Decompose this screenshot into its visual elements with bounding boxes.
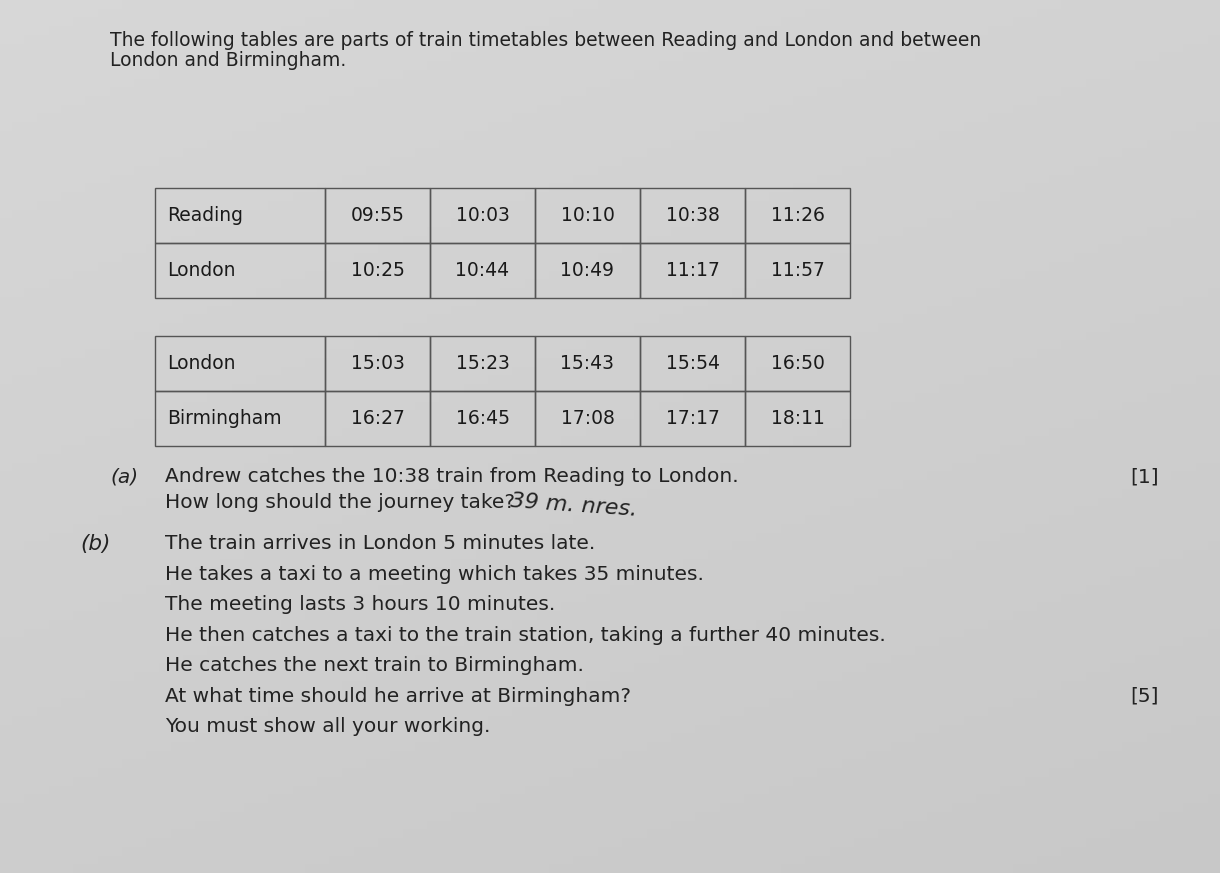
- Bar: [325, 391, 429, 446]
- Bar: [155, 243, 325, 298]
- Text: 10:49: 10:49: [560, 261, 615, 279]
- Bar: [536, 391, 641, 446]
- Text: Reading: Reading: [167, 206, 243, 224]
- Bar: [745, 243, 850, 298]
- Text: 16:45: 16:45: [455, 409, 510, 428]
- Text: Birmingham: Birmingham: [167, 409, 282, 428]
- Text: 18:11: 18:11: [771, 409, 825, 428]
- Text: London and Birmingham.: London and Birmingham.: [110, 51, 346, 70]
- Bar: [640, 243, 745, 298]
- Bar: [429, 188, 536, 243]
- Text: [1]: [1]: [1130, 467, 1159, 486]
- Text: 39 m. nres.: 39 m. nres.: [510, 491, 638, 520]
- Text: London: London: [167, 261, 235, 279]
- Text: 11:17: 11:17: [666, 261, 720, 279]
- Text: 09:55: 09:55: [350, 206, 405, 224]
- Bar: [325, 243, 429, 298]
- Bar: [745, 188, 850, 243]
- Text: 15:23: 15:23: [455, 354, 510, 373]
- Text: 17:08: 17:08: [560, 409, 615, 428]
- Bar: [155, 188, 325, 243]
- Text: 16:27: 16:27: [350, 409, 405, 428]
- Text: 15:54: 15:54: [665, 354, 720, 373]
- Text: 16:50: 16:50: [771, 354, 825, 373]
- Bar: [536, 336, 641, 391]
- Text: The meeting lasts 3 hours 10 minutes.: The meeting lasts 3 hours 10 minutes.: [165, 595, 555, 615]
- Text: 10:10: 10:10: [560, 206, 615, 224]
- Text: Andrew catches the 10:38 train from Reading to London.: Andrew catches the 10:38 train from Read…: [165, 467, 738, 486]
- Bar: [429, 391, 536, 446]
- Text: 15:43: 15:43: [560, 354, 615, 373]
- Text: 11:26: 11:26: [771, 206, 825, 224]
- Bar: [155, 336, 325, 391]
- Bar: [640, 188, 745, 243]
- Bar: [536, 188, 641, 243]
- Text: 10:44: 10:44: [455, 261, 510, 279]
- Text: (b): (b): [81, 534, 110, 554]
- Bar: [429, 336, 536, 391]
- Text: (a): (a): [110, 467, 138, 486]
- Text: [5]: [5]: [1130, 687, 1159, 705]
- Text: The following tables are parts of train timetables between Reading and London an: The following tables are parts of train …: [110, 31, 981, 50]
- Bar: [745, 391, 850, 446]
- Text: 15:03: 15:03: [350, 354, 405, 373]
- Text: He catches the next train to Birmingham.: He catches the next train to Birmingham.: [165, 656, 584, 676]
- Text: How long should the journey take?: How long should the journey take?: [165, 493, 515, 512]
- Bar: [325, 336, 429, 391]
- Text: He takes a taxi to a meeting which takes 35 minutes.: He takes a taxi to a meeting which takes…: [165, 565, 704, 584]
- Text: 10:38: 10:38: [666, 206, 720, 224]
- Text: London: London: [167, 354, 235, 373]
- Text: 11:57: 11:57: [771, 261, 825, 279]
- Bar: [155, 391, 325, 446]
- Bar: [745, 336, 850, 391]
- Text: The train arrives in London 5 minutes late.: The train arrives in London 5 minutes la…: [165, 534, 595, 553]
- Text: You must show all your working.: You must show all your working.: [165, 718, 490, 736]
- Text: 17:17: 17:17: [666, 409, 720, 428]
- Bar: [536, 243, 641, 298]
- Bar: [429, 243, 536, 298]
- Text: He then catches a taxi to the train station, taking a further 40 minutes.: He then catches a taxi to the train stat…: [165, 626, 886, 645]
- Text: 10:03: 10:03: [455, 206, 510, 224]
- Bar: [640, 391, 745, 446]
- Text: 10:25: 10:25: [350, 261, 405, 279]
- Bar: [325, 188, 429, 243]
- Bar: [640, 336, 745, 391]
- Text: At what time should he arrive at Birmingham?: At what time should he arrive at Birming…: [165, 687, 631, 705]
